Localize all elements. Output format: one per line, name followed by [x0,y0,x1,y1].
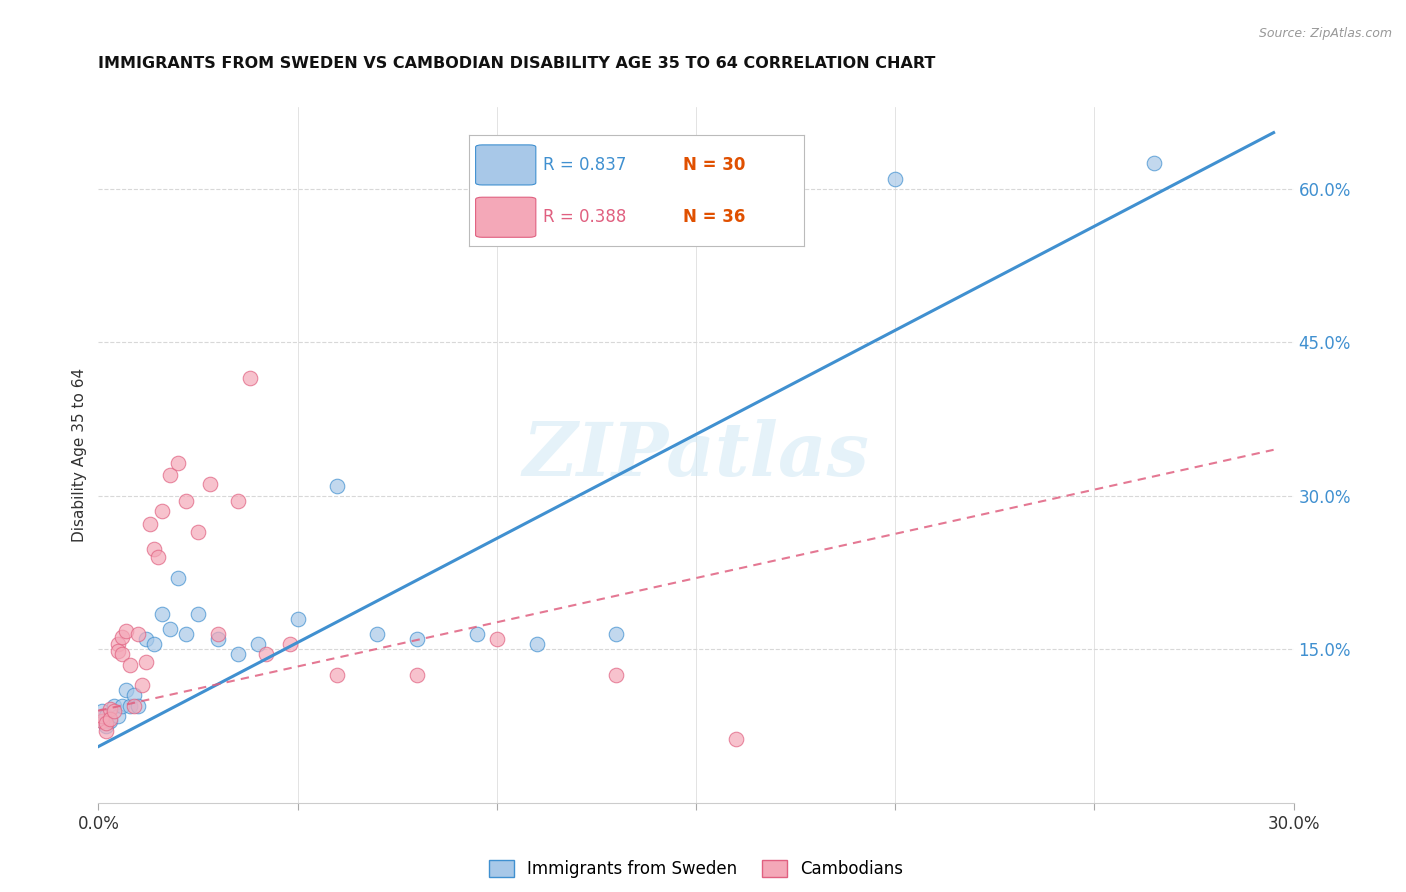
Point [135,655,157,669]
Point [605,627,627,641]
Point [143,637,166,651]
Text: R = 0.837: R = 0.837 [543,156,626,174]
Point [96,719,118,733]
Point [91,714,114,728]
Point [724,732,747,747]
Point [287,612,309,626]
Point [1143,156,1166,170]
Point [103,704,125,718]
Point [150,504,173,518]
Point [278,637,301,651]
Point [226,494,249,508]
Point [107,644,129,658]
Point [115,624,138,638]
Point [127,698,149,713]
Point [884,171,907,186]
Text: IMMIGRANTS FROM SWEDEN VS CAMBODIAN DISABILITY AGE 35 TO 64 CORRELATION CHART: IMMIGRANTS FROM SWEDEN VS CAMBODIAN DISA… [98,56,936,71]
Point [131,678,153,692]
Text: N = 30: N = 30 [683,156,745,174]
Point [187,607,209,621]
FancyBboxPatch shape [475,197,536,237]
Point [207,627,229,641]
Point [107,708,129,723]
Text: Source: ZipAtlas.com: Source: ZipAtlas.com [1258,27,1392,40]
Point [198,476,221,491]
Point [254,648,277,662]
Point [246,637,269,651]
Legend: Immigrants from Sweden, Cambodians: Immigrants from Sweden, Cambodians [482,854,910,885]
Point [107,637,129,651]
Point [96,716,118,731]
Point [406,632,429,646]
Y-axis label: Disability Age 35 to 64: Disability Age 35 to 64 [72,368,87,542]
Point [239,371,262,385]
Point [167,571,190,585]
Point [124,689,146,703]
Point [91,708,114,723]
Point [526,637,548,651]
FancyBboxPatch shape [475,145,536,185]
Point [143,542,166,557]
Point [127,627,149,641]
Text: N = 36: N = 36 [683,208,745,227]
Point [111,630,134,644]
Point [174,494,197,508]
Point [406,668,429,682]
Point [465,627,488,641]
Point [96,724,118,739]
Point [100,712,122,726]
Text: R = 0.388: R = 0.388 [543,208,626,227]
Point [111,648,134,662]
Point [159,468,181,483]
Point [111,698,134,713]
Point [115,683,138,698]
Point [103,698,125,713]
Point [605,668,627,682]
Point [174,627,197,641]
Point [135,632,157,646]
Point [366,627,388,641]
Point [485,632,508,646]
Point [91,704,114,718]
Point [100,714,122,728]
Point [167,456,190,470]
Point [207,632,229,646]
Point [120,657,142,672]
Point [150,607,173,621]
Point [96,708,118,723]
Point [187,524,209,539]
Point [124,698,146,713]
Point [326,668,349,682]
Text: ZIPatlas: ZIPatlas [523,418,869,491]
Point [226,648,249,662]
Point [139,517,162,532]
Point [326,478,349,492]
Point [148,550,170,565]
Point [120,698,142,713]
Point [159,622,181,636]
Point [100,701,122,715]
